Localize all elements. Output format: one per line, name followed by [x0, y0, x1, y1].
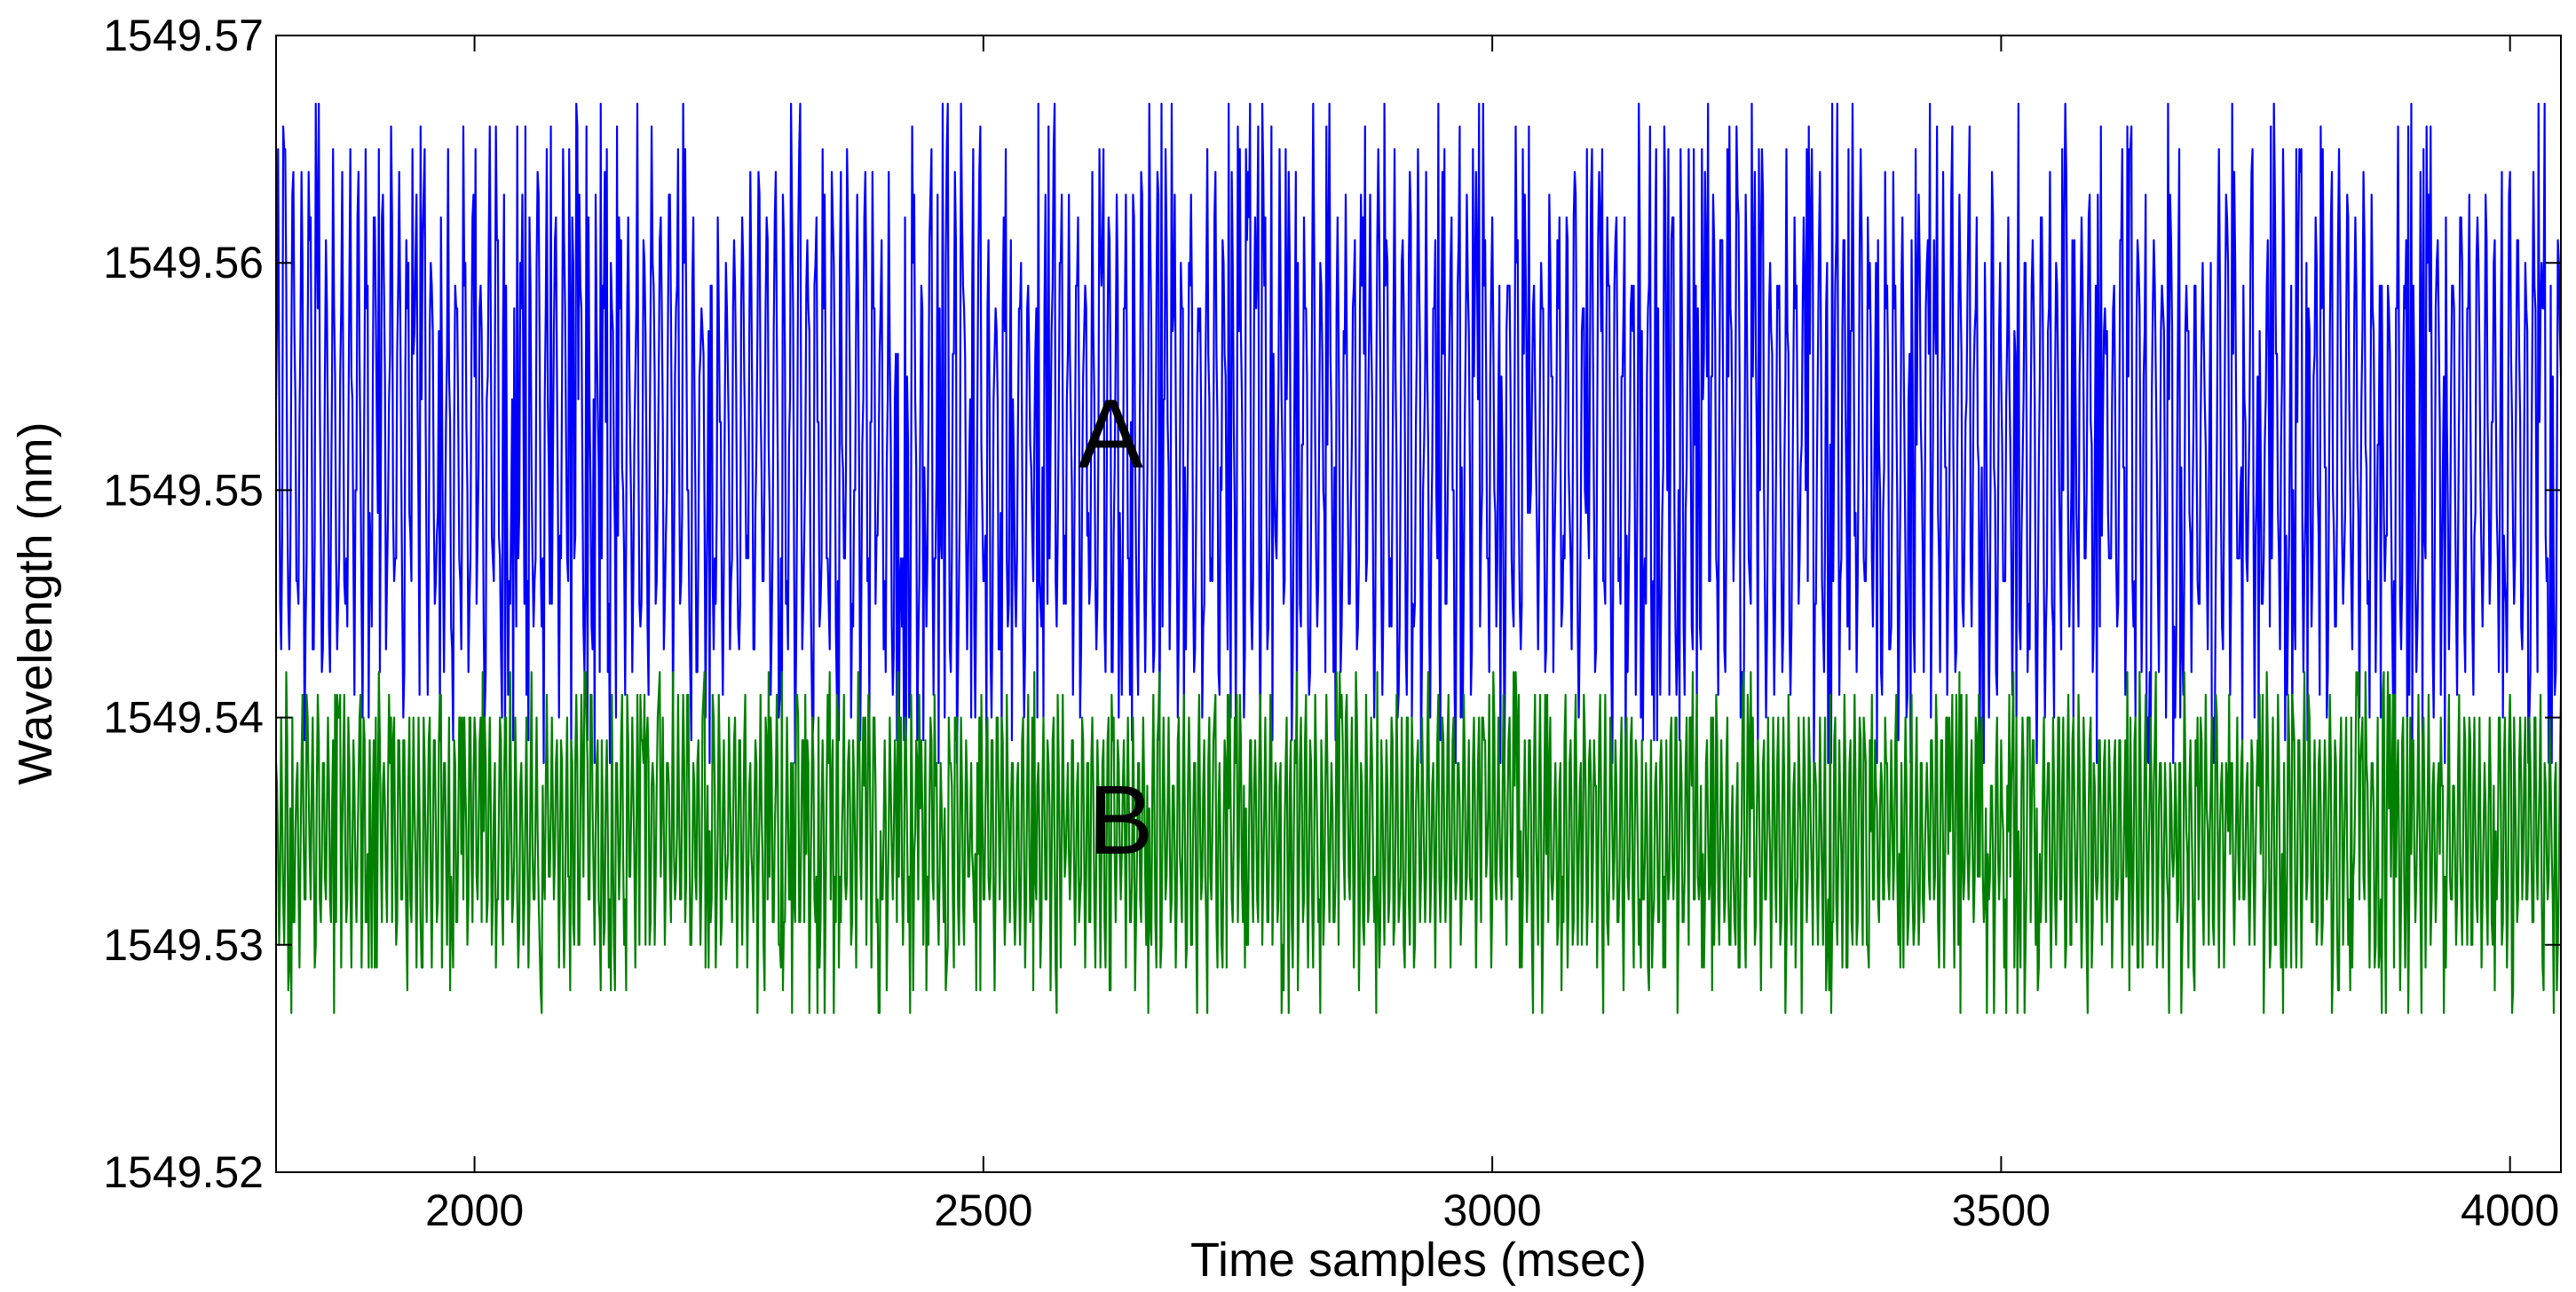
series-line-A — [274, 102, 2563, 764]
y-tick-label-3: 1549.55 — [103, 465, 264, 515]
annotation-A: A — [1078, 379, 1143, 488]
labels-layer: 2000 2500 3000 3500 4000 1549.52 1549.53 1549.5… — [103, 11, 2559, 1235]
y-tick-label-2: 1549.54 — [103, 693, 264, 743]
axes-frame — [275, 35, 2562, 1173]
y-tick-label-0: 1549.52 — [103, 1147, 264, 1197]
y-tick-label-1: 1549.53 — [103, 920, 264, 970]
x-tick-label-3000: 3000 — [1443, 1186, 1542, 1235]
x-tick-label-2500: 2500 — [934, 1186, 1032, 1235]
y-tick-label-5: 1549.57 — [103, 11, 264, 60]
annotation-layer: AB — [1078, 379, 1153, 875]
y-axis-title: Wavelength (nm) — [9, 421, 62, 784]
x-tick-label-4000: 4000 — [2461, 1186, 2559, 1235]
annotation-B: B — [1088, 766, 1153, 875]
x-tick-label-2000: 2000 — [425, 1186, 524, 1235]
y-tick-label-4: 1549.56 — [103, 238, 264, 288]
x-tick-label-3500: 3500 — [1952, 1186, 2051, 1235]
series-layer — [274, 102, 2563, 1014]
x-axis-title: Time samples (msec) — [1190, 1233, 1647, 1287]
ticks-layer — [276, 35, 2561, 1173]
series-line-B — [274, 671, 2563, 1014]
